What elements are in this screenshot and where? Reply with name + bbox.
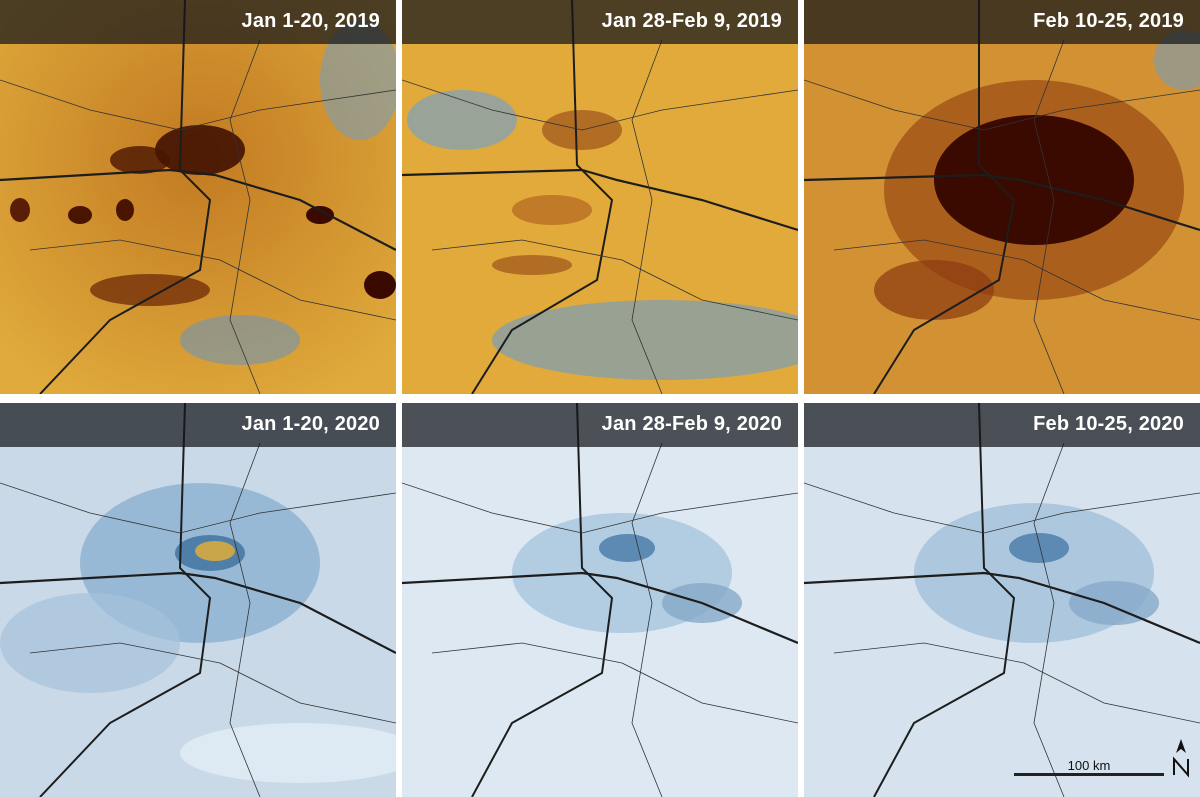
panel-date-label: Jan 1-20, 2020 — [241, 413, 380, 435]
map-panel-2019-feb: Feb 10-25, 2019 — [804, 0, 1200, 394]
map-panel-2019-jan-feb: Jan 28-Feb 9, 2019 — [402, 0, 798, 394]
panel-label-bar: Jan 1-20, 2020 — [0, 403, 396, 447]
panel-date-label: Feb 10-25, 2020 — [1033, 413, 1184, 435]
panel-label-bar: Feb 10-25, 2020 — [804, 403, 1200, 447]
map-image — [0, 403, 396, 797]
panel-date-label: Jan 28-Feb 9, 2019 — [601, 10, 782, 32]
panel-label-bar: Jan 1-20, 2019 — [0, 0, 396, 44]
map-image — [402, 0, 798, 394]
map-image — [0, 0, 396, 394]
map-image — [804, 0, 1200, 394]
panel-date-label: Feb 10-25, 2019 — [1033, 10, 1184, 32]
panel-date-label: Jan 28-Feb 9, 2020 — [601, 413, 782, 435]
panel-label-bar: Feb 10-25, 2019 — [804, 0, 1200, 44]
north-arrow-icon — [1173, 739, 1189, 778]
scale-bar: 100 km — [1014, 753, 1164, 779]
map-panel-2020-jan-feb: Jan 28-Feb 9, 2020 — [402, 403, 798, 797]
scale-bar-line — [1014, 773, 1164, 776]
map-panel-2019-jan: Jan 1-20, 2019 — [0, 0, 396, 394]
scale-bar-label: 100 km — [1067, 758, 1111, 773]
map-image — [402, 403, 798, 797]
map-panel-2020-feb: Feb 10-25, 2020 100 km — [804, 403, 1200, 797]
panel-label-bar: Jan 28-Feb 9, 2020 — [402, 403, 798, 447]
map-panel-2020-jan: Jan 1-20, 2020 — [0, 403, 396, 797]
panel-date-label: Jan 1-20, 2019 — [241, 10, 380, 32]
panel-label-bar: Jan 28-Feb 9, 2019 — [402, 0, 798, 44]
map-image — [804, 403, 1200, 797]
